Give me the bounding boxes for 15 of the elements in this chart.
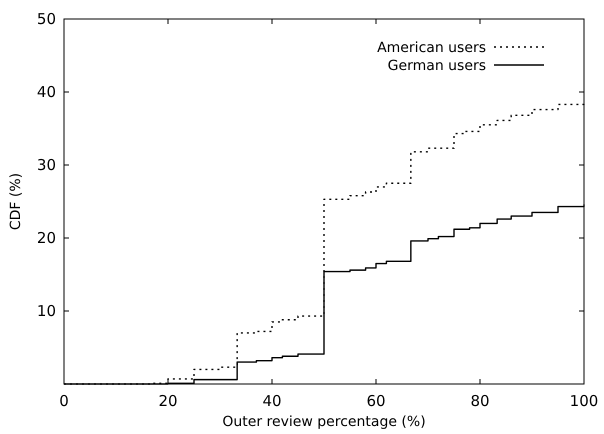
x-tick-label: 80 — [470, 392, 490, 410]
legend-label: American users — [377, 40, 486, 56]
x-axis-title: Outer review percentage (%) — [222, 414, 426, 430]
y-axis-title: CDF (%) — [8, 172, 24, 230]
y-tick-label: 20 — [36, 229, 56, 247]
x-tick-label: 100 — [570, 392, 598, 410]
x-tick-label: 60 — [366, 392, 386, 410]
y-tick-label: 10 — [36, 302, 56, 320]
x-tick-label: 0 — [59, 392, 69, 410]
legend-label: German users — [388, 58, 486, 74]
y-tick-label: 40 — [36, 83, 56, 101]
x-tick-label: 40 — [262, 392, 282, 410]
y-tick-label: 50 — [36, 10, 56, 28]
x-tick-label: 20 — [158, 392, 178, 410]
y-tick-label: 30 — [36, 156, 56, 174]
